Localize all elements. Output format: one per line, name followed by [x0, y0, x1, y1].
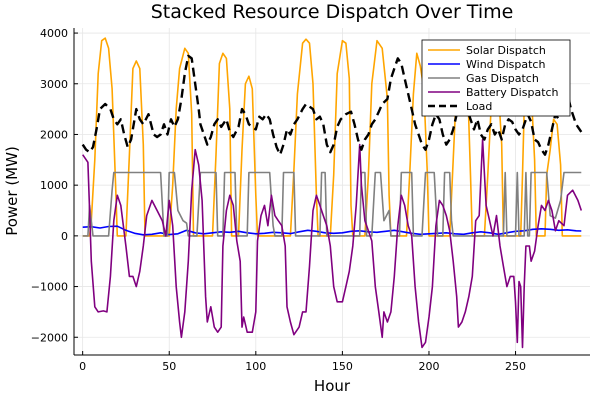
- y-tick-label: −1000: [31, 281, 68, 294]
- x-tick-label: 100: [245, 360, 266, 373]
- y-tick-label: −2000: [31, 331, 68, 344]
- y-tick-label: 1000: [40, 179, 68, 192]
- legend-label: Battery Dispatch: [466, 86, 559, 99]
- legend-label: Gas Dispatch: [466, 72, 539, 85]
- y-tick-label: 0: [61, 230, 68, 243]
- chart-title: Stacked Resource Dispatch Over Time: [151, 1, 514, 23]
- x-tick-label: 200: [418, 360, 439, 373]
- x-axis-title: Hour: [314, 377, 351, 395]
- legend-label: Wind Dispatch: [466, 58, 545, 71]
- series-line-gas-dispatch: [82, 171, 582, 237]
- y-tick-label: 4000: [40, 27, 68, 40]
- x-tick-label: 0: [79, 360, 86, 373]
- x-ticks: 0 50 100 150 200 250: [79, 351, 526, 373]
- y-axis-title: Power (MW): [3, 146, 21, 236]
- y-ticks: −2000 −1000 0 1000 2000 3000 4000: [31, 27, 78, 344]
- legend-label: Load: [466, 100, 492, 113]
- x-tick-label: 150: [332, 360, 353, 373]
- x-tick-label: 50: [162, 360, 176, 373]
- x-tick-label: 250: [505, 360, 526, 373]
- series-line-battery-dispatch: [82, 138, 583, 349]
- y-tick-label: 3000: [40, 78, 68, 91]
- legend-label: Solar Dispatch: [466, 44, 546, 57]
- series-line-load: [81, 54, 583, 156]
- y-tick-label: 2000: [40, 128, 68, 141]
